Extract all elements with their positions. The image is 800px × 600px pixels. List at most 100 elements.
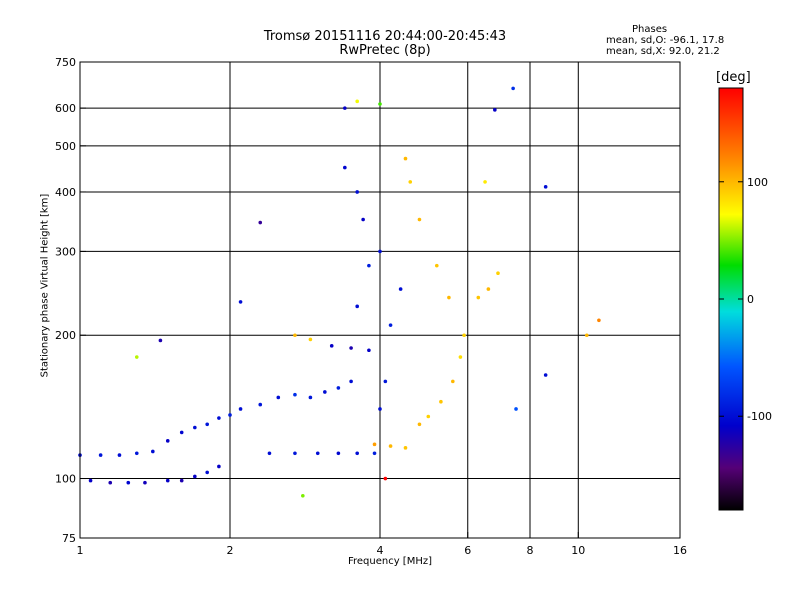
y-axis-label: Stationary phase Virtual Height [km] bbox=[39, 193, 51, 378]
data-point bbox=[408, 180, 413, 184]
y-tick-label: 400 bbox=[55, 186, 76, 199]
data-point bbox=[355, 190, 359, 194]
data-point bbox=[143, 480, 147, 485]
data-point bbox=[543, 373, 548, 377]
data-point bbox=[343, 165, 347, 170]
data-point bbox=[383, 379, 388, 384]
data-point bbox=[496, 271, 500, 276]
data-point bbox=[193, 474, 197, 479]
data-point bbox=[355, 451, 359, 456]
x-axis-label: Frequency [MHz] bbox=[347, 556, 433, 567]
data-point bbox=[165, 439, 170, 443]
data-point bbox=[267, 451, 272, 456]
data-point bbox=[514, 407, 518, 411]
data-point bbox=[403, 446, 408, 450]
data-point bbox=[293, 392, 297, 397]
data-point bbox=[383, 476, 388, 481]
x-tick-label: 6 bbox=[464, 544, 471, 557]
data-point bbox=[336, 451, 341, 456]
phase-stats-o: mean, sd,O: -96.1, 17.8 bbox=[606, 35, 725, 46]
data-point bbox=[462, 333, 466, 338]
data-point bbox=[483, 180, 487, 184]
data-point bbox=[543, 185, 548, 189]
data-point bbox=[329, 344, 334, 348]
data-point bbox=[378, 407, 382, 411]
data-point bbox=[134, 451, 139, 456]
y-tick-label: 600 bbox=[55, 102, 76, 115]
data-point bbox=[301, 493, 305, 498]
data-point bbox=[451, 379, 455, 384]
data-point bbox=[126, 480, 131, 485]
data-point bbox=[378, 102, 382, 106]
data-point bbox=[426, 414, 431, 419]
data-point bbox=[228, 413, 232, 417]
data-point bbox=[388, 323, 393, 327]
data-point bbox=[117, 453, 122, 457]
data-point bbox=[158, 338, 163, 343]
data-point bbox=[361, 217, 365, 222]
data-point bbox=[308, 395, 313, 400]
data-point bbox=[458, 355, 463, 359]
x-tick-label: 10 bbox=[571, 544, 585, 557]
data-point bbox=[398, 287, 403, 291]
data-point bbox=[597, 318, 601, 323]
colorbar-tick-label: 100 bbox=[747, 176, 768, 189]
y-tick-label: 75 bbox=[62, 532, 76, 545]
data-point bbox=[417, 422, 422, 427]
x-tick-label: 16 bbox=[673, 544, 687, 557]
data-point bbox=[403, 156, 408, 161]
data-point bbox=[378, 249, 382, 254]
colorbar: 100 0 -100 bbox=[718, 87, 772, 511]
data-point bbox=[511, 86, 515, 91]
data-point bbox=[439, 399, 443, 404]
phase-stats-x: mean, sd,X: 92.0, 21.2 bbox=[606, 46, 720, 57]
data-point bbox=[108, 480, 113, 485]
data-point bbox=[238, 300, 243, 304]
data-point bbox=[205, 422, 209, 427]
data-point bbox=[355, 304, 359, 309]
x-tick-label: 2 bbox=[227, 544, 234, 557]
data-point bbox=[293, 451, 297, 456]
axis-ticks: 1 2 4 6 8 10 16 75 100 200 300 400 500 600 750 bbox=[55, 56, 687, 557]
data-point bbox=[372, 442, 377, 447]
data-point bbox=[217, 464, 221, 469]
data-point bbox=[367, 263, 371, 268]
colorbar-tick-label: -100 bbox=[747, 410, 772, 423]
data-point bbox=[217, 416, 221, 420]
data-point bbox=[293, 333, 297, 338]
y-tick-label: 100 bbox=[55, 473, 76, 486]
y-tick-label: 750 bbox=[55, 56, 76, 69]
grid-lines bbox=[80, 62, 680, 538]
data-point bbox=[258, 402, 263, 407]
data-point bbox=[349, 379, 353, 384]
data-point bbox=[323, 390, 327, 394]
colorbar-tick-label: 0 bbox=[747, 293, 754, 306]
data-point bbox=[343, 106, 347, 110]
data-point bbox=[367, 348, 371, 353]
data-point bbox=[349, 346, 353, 350]
x-tick-label: 4 bbox=[377, 544, 384, 557]
data-point bbox=[372, 451, 377, 456]
data-point bbox=[165, 478, 170, 483]
y-tick-label: 200 bbox=[55, 329, 76, 342]
data-point bbox=[98, 453, 103, 457]
chart-title: Tromsø 20151116 20:44:00-20:45:43 bbox=[263, 29, 507, 44]
data-point bbox=[388, 444, 393, 448]
data-point bbox=[434, 263, 439, 268]
data-point bbox=[276, 395, 281, 400]
data-point bbox=[258, 220, 263, 225]
data-points bbox=[78, 86, 601, 498]
data-point bbox=[476, 295, 481, 300]
y-tick-label: 300 bbox=[55, 245, 76, 258]
data-point bbox=[179, 430, 184, 435]
data-point bbox=[355, 99, 359, 104]
data-point bbox=[447, 295, 451, 300]
data-point bbox=[179, 478, 184, 483]
y-tick-label: 500 bbox=[55, 140, 76, 153]
data-point bbox=[88, 478, 93, 483]
data-point bbox=[151, 449, 155, 454]
data-point bbox=[134, 355, 139, 359]
data-point bbox=[315, 451, 320, 456]
data-point bbox=[308, 337, 313, 342]
